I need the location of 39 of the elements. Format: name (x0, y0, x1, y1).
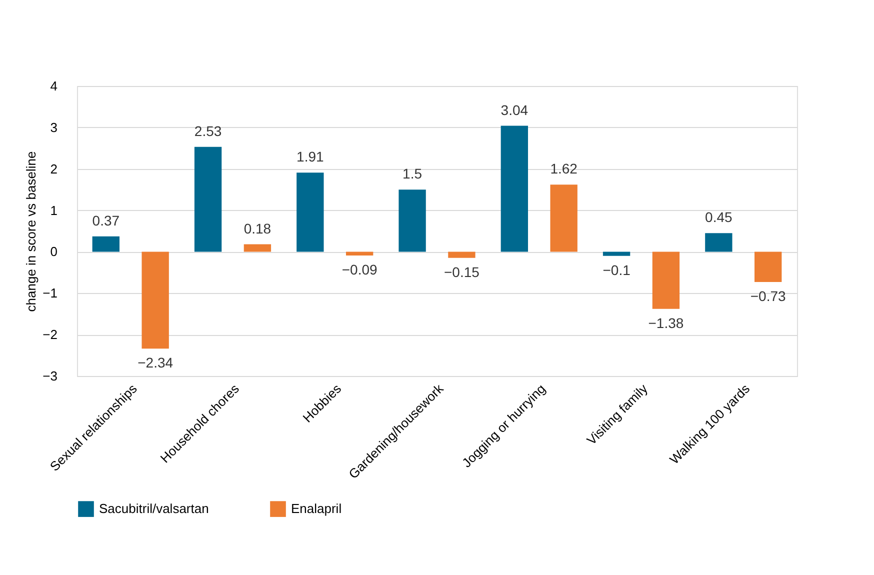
bar (602, 252, 630, 256)
data-label: −0.1 (602, 262, 631, 278)
bar (652, 252, 680, 309)
bar (705, 233, 732, 252)
y-tick-label: 1 (50, 202, 58, 218)
data-label: 1.91 (296, 148, 324, 165)
bar (296, 172, 324, 252)
data-label: −1.38 (648, 314, 684, 331)
data-label: −0.73 (750, 288, 786, 304)
bar (550, 184, 578, 252)
y-tick-label: −2 (42, 327, 58, 342)
data-label: 1.62 (550, 160, 578, 177)
y-tick-label: −3 (42, 368, 58, 384)
bar (346, 252, 374, 256)
y-tick-label: 4 (50, 78, 58, 94)
y-tick-label: 3 (50, 120, 58, 135)
bar (500, 126, 528, 252)
data-label: 0.45 (705, 209, 733, 226)
data-label: 1.5 (402, 166, 422, 182)
data-label: −0.15 (444, 264, 480, 280)
data-label: 2.53 (194, 122, 222, 139)
y-tick-label: 2 (50, 161, 58, 176)
y-tick-label: −1 (42, 286, 58, 301)
bar (244, 244, 272, 252)
data-label: 0.18 (244, 220, 272, 236)
bar (92, 236, 120, 252)
bar (398, 190, 426, 252)
legend-label: Sacubitril/valsartan (99, 501, 209, 516)
bar (754, 252, 782, 282)
bar (194, 146, 222, 252)
bar (448, 252, 476, 258)
legend-label: Enalapril (291, 501, 342, 516)
bar (142, 252, 169, 349)
y-axis-title: change in score vs baseline (24, 151, 39, 312)
data-label: −2.34 (138, 354, 174, 371)
data-label: −0.09 (342, 261, 378, 278)
y-tick-label: 0 (50, 244, 58, 260)
data-label: 0.37 (92, 212, 120, 228)
data-label: 3.04 (500, 102, 528, 118)
